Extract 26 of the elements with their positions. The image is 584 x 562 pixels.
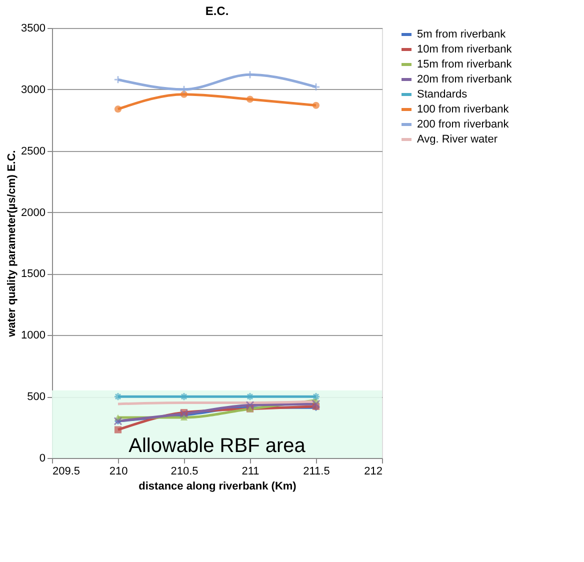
y-tick-label: 0 [39,452,46,464]
legend-label: 15m from riverbank [417,58,512,70]
y-tick-label: 3000 [21,84,46,96]
x-tick-label: 211 [242,466,260,478]
y-axis-title: water quality parameter(µs/cm) E.C. [6,150,18,338]
y-tick-label: 2500 [21,145,46,158]
legend-label: Standards [417,88,468,100]
chart-title: E.C. [205,4,229,18]
legend-label: 10m from riverbank [417,44,512,56]
band-label: Allowable RBF area [128,435,306,457]
y-tick-label: 500 [27,391,46,404]
legend-label: 20m from riverbank [417,74,512,86]
legend-label: Avg. River water [417,134,498,146]
x-tick-label: 210.5 [170,466,198,478]
legend-label: 5m from riverbank [417,28,506,40]
y-tick-label: 2000 [21,206,46,219]
y-tick-label: 3500 [21,22,46,34]
x-tick-label: 212 [364,466,382,478]
x-axis-title: distance along riverbank (Km) [138,480,297,492]
y-tick-label: 1000 [21,330,46,342]
legend-label: 200 from riverbank [417,118,510,130]
x-tick-label: 210 [109,466,128,478]
y-tick-label: 1500 [21,268,46,280]
x-tick-label: 209.5 [52,466,80,478]
x-tick-label: 211.5 [303,466,330,478]
legend-label: 100 from riverbank [417,104,510,116]
